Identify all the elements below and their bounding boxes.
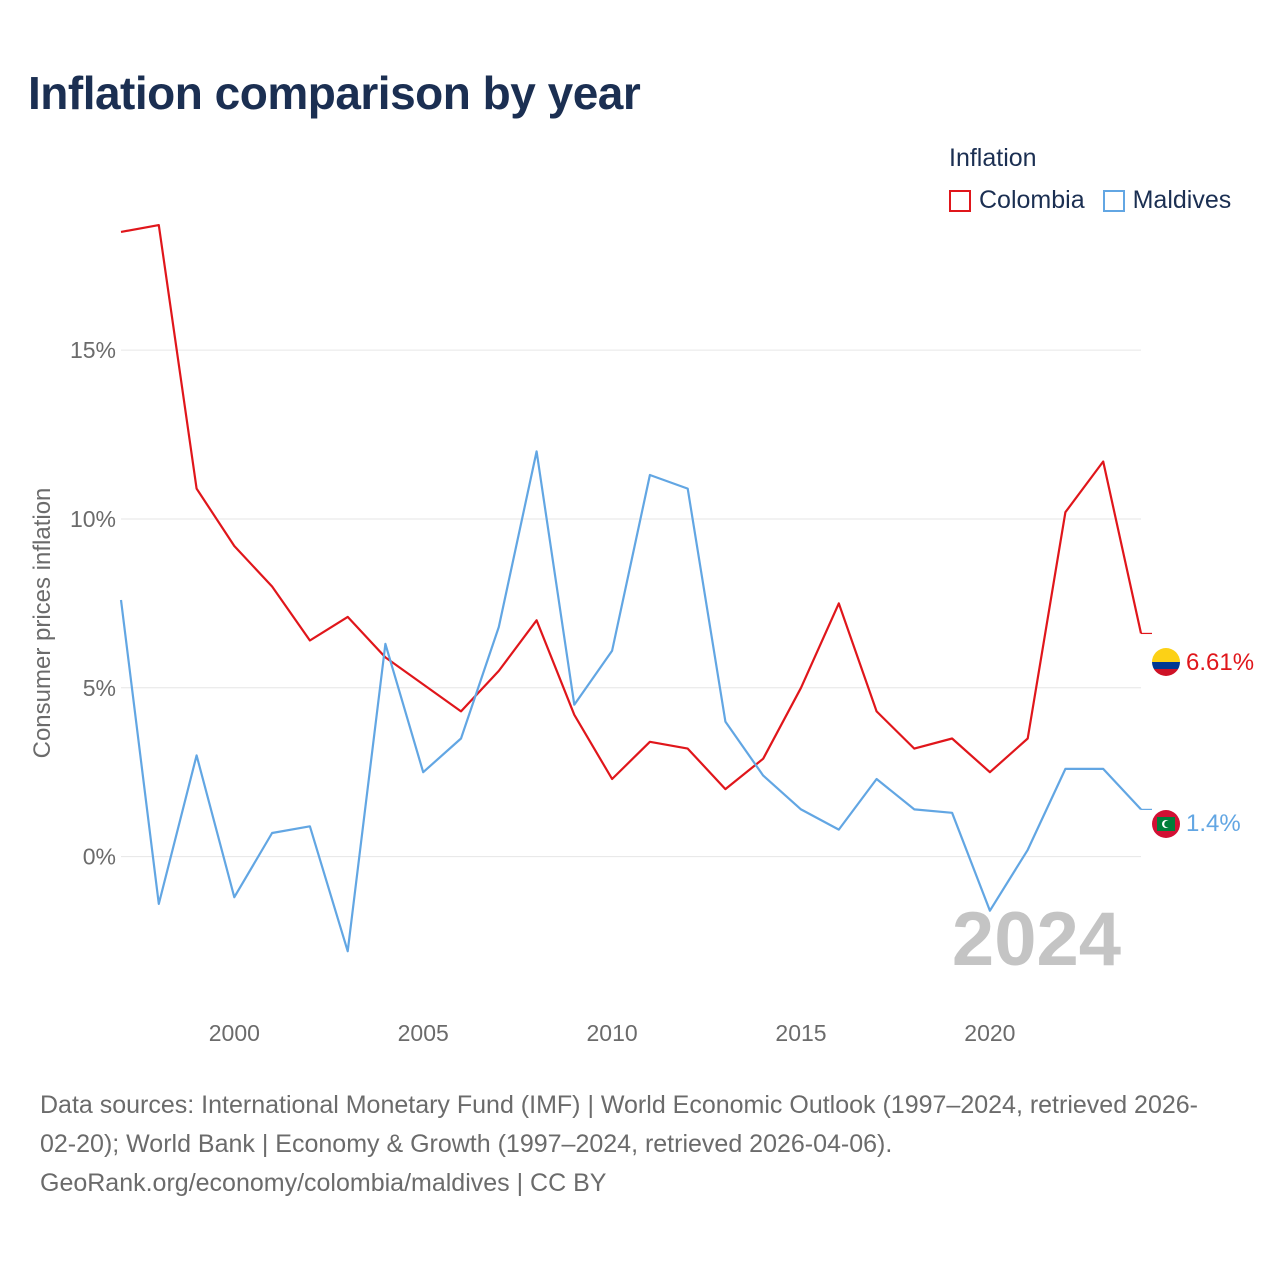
- legend-label-maldives: Maldives: [1132, 186, 1232, 214]
- y-tick-label: 5%: [83, 675, 116, 701]
- y-tick-label: 15%: [70, 337, 116, 363]
- x-tick-label: 2005: [398, 1020, 449, 1046]
- series-line-maldives[interactable]: [119, 450, 1142, 953]
- legend: Colombia Maldives: [949, 186, 1249, 215]
- page-title: Inflation comparison by year: [28, 67, 641, 119]
- legend-swatch-maldives: [1102, 189, 1125, 212]
- x-tick-label: 2020: [964, 1020, 1015, 1046]
- colombia-end-label: 6.61%: [1186, 649, 1254, 676]
- series-layer: [119, 224, 1152, 953]
- maldives-end-label: 1.4%: [1186, 810, 1241, 837]
- footer-line-2: 02-20); World Bank | Economy & Growth (1…: [40, 1130, 893, 1158]
- gridlines: [121, 349, 1141, 858]
- y-tick-label: 0%: [83, 844, 116, 870]
- y-tick-label: 10%: [70, 506, 116, 532]
- legend-title: Inflation: [949, 144, 1037, 172]
- colombia-flag-icon: [1152, 648, 1180, 676]
- legend-item-maldives[interactable]: Maldives: [1102, 186, 1232, 215]
- footer-line-3: GeoRank.org/economy/colombia/maldives | …: [40, 1169, 607, 1197]
- series-line-colombia[interactable]: [120, 224, 1143, 791]
- x-tick-label: 2015: [775, 1020, 826, 1046]
- legend-label-colombia: Colombia: [979, 186, 1085, 214]
- legend-item-colombia[interactable]: Colombia: [949, 186, 1085, 215]
- x-tick-label: 2010: [587, 1020, 638, 1046]
- footer-line-1: Data sources: International Monetary Fun…: [40, 1091, 1198, 1119]
- x-axis-ticks: 2000 2005 2010 2015 2020: [209, 1020, 1016, 1046]
- chart-area: 0% 5% 10% 15% 2000 2005 2010 2015 2020 Consumer…: [29, 224, 1254, 1046]
- y-axis-label: Consumer prices inflation: [29, 488, 56, 759]
- maldives-flag-icon: [1152, 810, 1180, 838]
- year-watermark: 2024: [952, 897, 1121, 982]
- y-axis-ticks: 0% 5% 10% 15%: [70, 337, 116, 870]
- legend-swatch-colombia: [949, 189, 971, 212]
- footer-sources: Data sources: International Monetary Fun…: [40, 1086, 1250, 1203]
- x-tick-label: 2000: [209, 1020, 260, 1046]
